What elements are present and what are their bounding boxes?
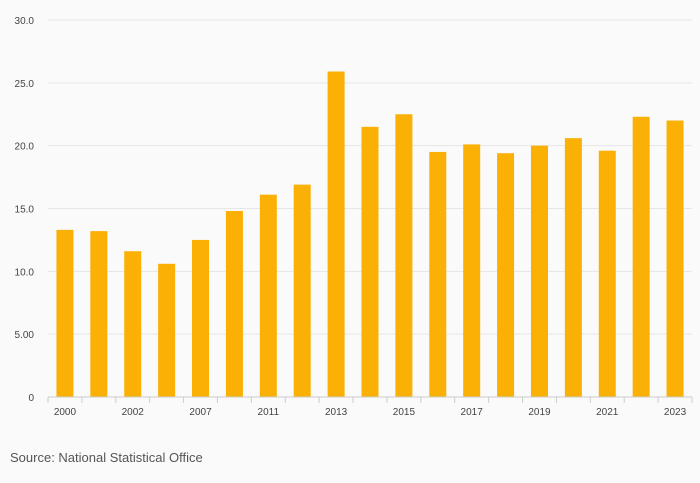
y-tick-label: 10.0 [15,267,35,278]
x-tick-label: 2023 [664,407,687,418]
x-tick-label: 2000 [54,407,77,418]
bar [124,251,142,397]
bar [327,71,345,398]
bar [90,231,108,397]
x-tick-label: 2002 [122,407,145,418]
bar [293,184,311,397]
bars [56,71,684,398]
y-tick-label: 0 [28,393,34,404]
y-tick-label: 15.0 [15,205,35,216]
bar [564,138,582,398]
bar [429,151,447,397]
x-axis-ticks: 2000 2002 2007 2011 2013 2015 2017 2019 2021 2023 [54,407,687,418]
bar [192,239,210,397]
bar [395,114,413,397]
bar [598,150,616,397]
bar [158,263,176,397]
bar [56,229,74,397]
x-tick-label: 2017 [461,407,484,418]
x-tick-label: 2015 [393,407,416,418]
y-tick-label: 5.00 [15,330,35,341]
bar [463,144,481,397]
x-axis [47,396,693,403]
x-tick-label: 2019 [528,407,551,418]
source-note: Source: National Statistical Office [10,450,203,465]
y-tick-label: 20.0 [15,142,35,153]
bar [225,211,243,397]
y-tick-label: 25.0 [15,79,35,90]
x-tick-label: 2007 [189,407,212,418]
y-tick-label: 30.0 [15,16,35,27]
bar [530,145,548,397]
y-axis-ticks: 0 5.00 10.0 15.0 20.0 25.0 30.0 [15,16,35,404]
bar [361,126,379,398]
x-tick-label: 2013 [325,407,348,418]
bar [259,194,277,397]
x-tick-label: 2021 [596,407,619,418]
bar [666,120,684,398]
bar [497,153,515,397]
bar [632,116,650,397]
x-tick-label: 2011 [258,407,280,418]
